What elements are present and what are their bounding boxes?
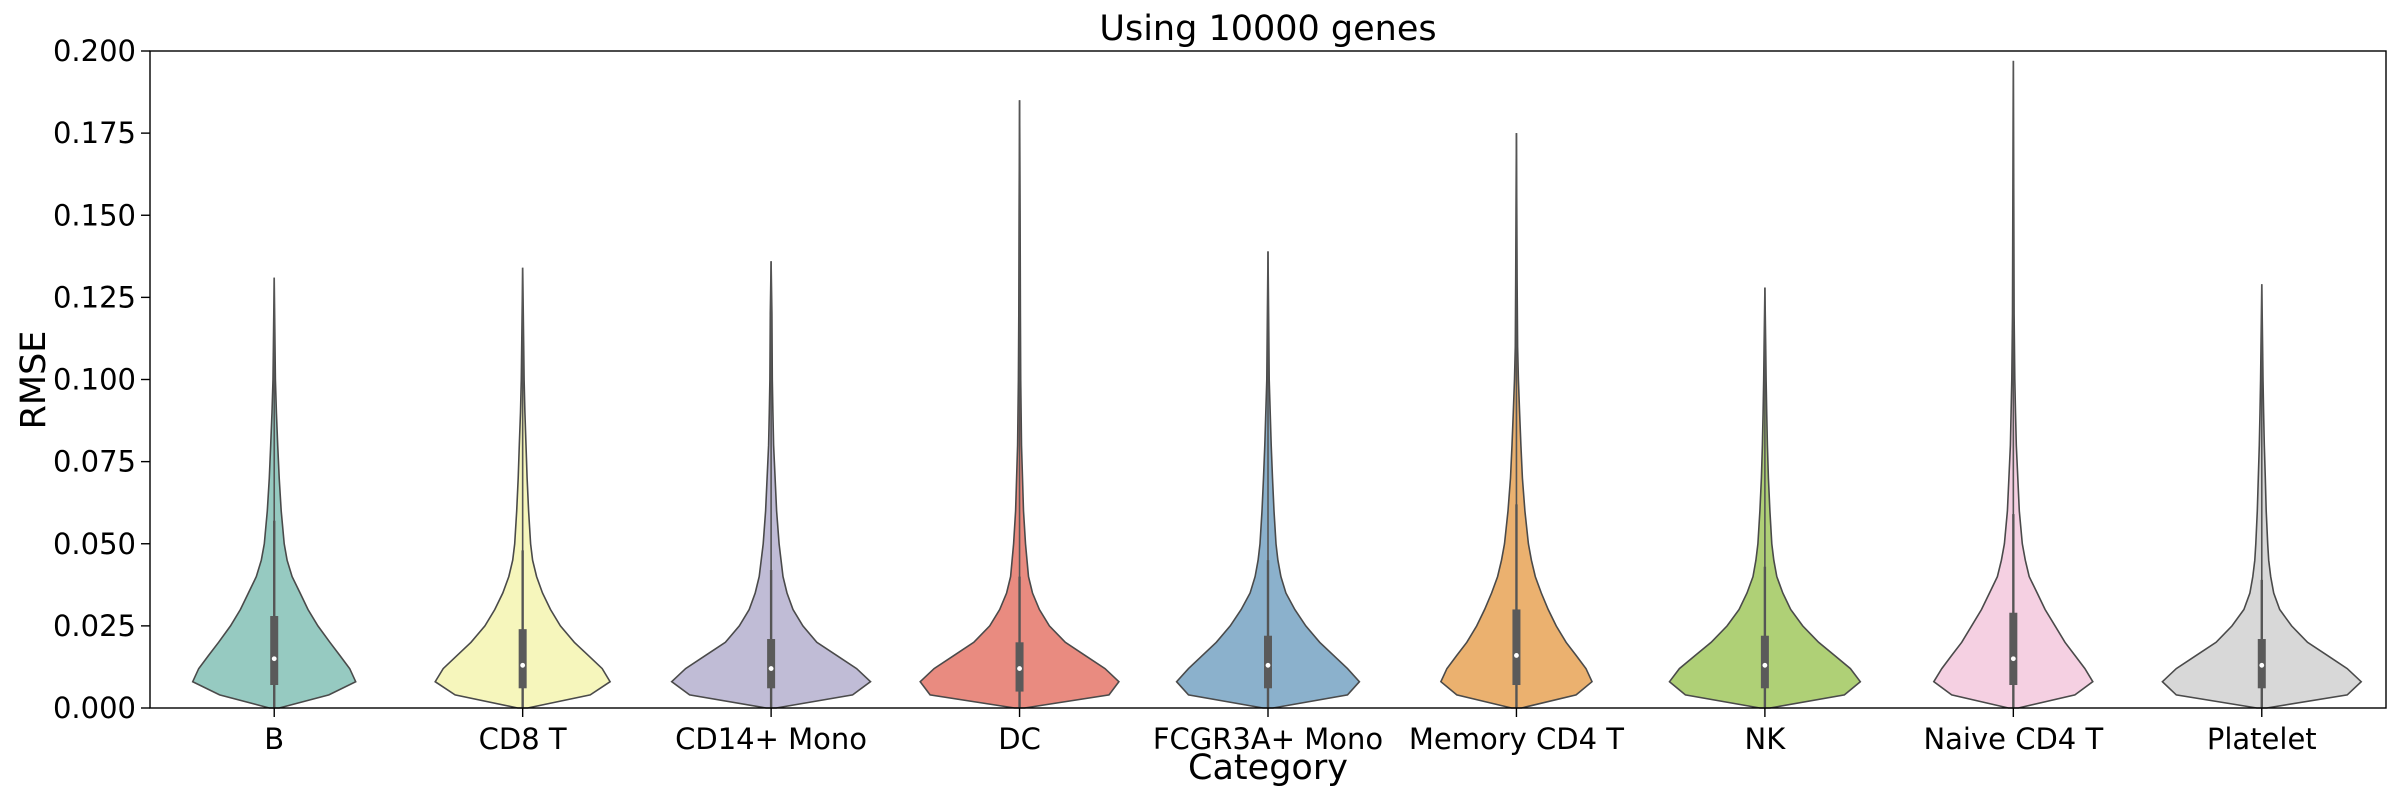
violin-median (768, 666, 774, 671)
violin-group (434, 267, 612, 709)
violins-layer (191, 60, 2363, 709)
violin-iqr-box (1264, 635, 1272, 689)
x-tick-label: Memory CD4 T (1409, 722, 1624, 756)
violin-iqr-box (518, 629, 527, 689)
y-tick-label: 0.075 (53, 445, 136, 479)
y-tick-label: 0.050 (53, 527, 136, 561)
violin-group (191, 277, 357, 709)
y-tick-label: 0.175 (53, 116, 136, 150)
violin-group (1932, 60, 2094, 709)
violin-group (1175, 251, 1361, 709)
violin-iqr-box (270, 616, 279, 686)
violin-iqr-box (1512, 609, 1521, 686)
violin-iqr-box (767, 639, 776, 689)
x-tick-label: FCGR3A+ Mono (1153, 722, 1383, 756)
y-tick-label: 0.200 (53, 34, 136, 68)
x-tick-label: CD14+ Mono (675, 722, 867, 756)
x-tick-label: Platelet (2207, 722, 2317, 756)
x-tick-label: B (264, 722, 284, 756)
violin-median (1017, 666, 1022, 671)
violin-iqr-box (1760, 635, 1769, 689)
x-axis-label: Category (1188, 748, 1348, 788)
y-tick-label: 0.000 (53, 691, 136, 725)
violin-median (2259, 662, 2265, 668)
x-axis: B CD8 T CD14+ Mono DC FCGR3A+ Mono Memory CD4… (264, 708, 2317, 756)
x-tick-label: NK (1745, 722, 1787, 756)
x-tick-label: CD8 T (479, 722, 567, 756)
chart-title: Using 10000 genes (1099, 9, 1436, 49)
violin-group (1439, 133, 1593, 709)
violin-group (670, 261, 872, 709)
y-tick-label: 0.125 (53, 280, 136, 314)
x-tick-label: DC (998, 722, 1041, 756)
violin-median (271, 656, 277, 662)
violin-median (1514, 653, 1519, 658)
y-tick-label: 0.025 (53, 609, 136, 643)
violin-iqr-box (2009, 612, 2018, 686)
y-axis: 0.000 0.025 0.050 0.075 0.100 0.125 0.150 0.175… (53, 34, 150, 725)
violin-median (1265, 662, 1271, 668)
violin-median (1762, 662, 1768, 668)
y-axis-label: RMSE (14, 331, 54, 430)
violin-median (520, 662, 526, 668)
y-tick-label: 0.100 (53, 363, 136, 397)
violin-median (2010, 656, 2016, 662)
x-tick-label: Naive CD4 T (1923, 722, 2103, 756)
violin-group (919, 100, 1120, 709)
violin-group (1668, 287, 1862, 709)
y-tick-label: 0.150 (53, 198, 136, 232)
violin-group (2161, 284, 2363, 709)
